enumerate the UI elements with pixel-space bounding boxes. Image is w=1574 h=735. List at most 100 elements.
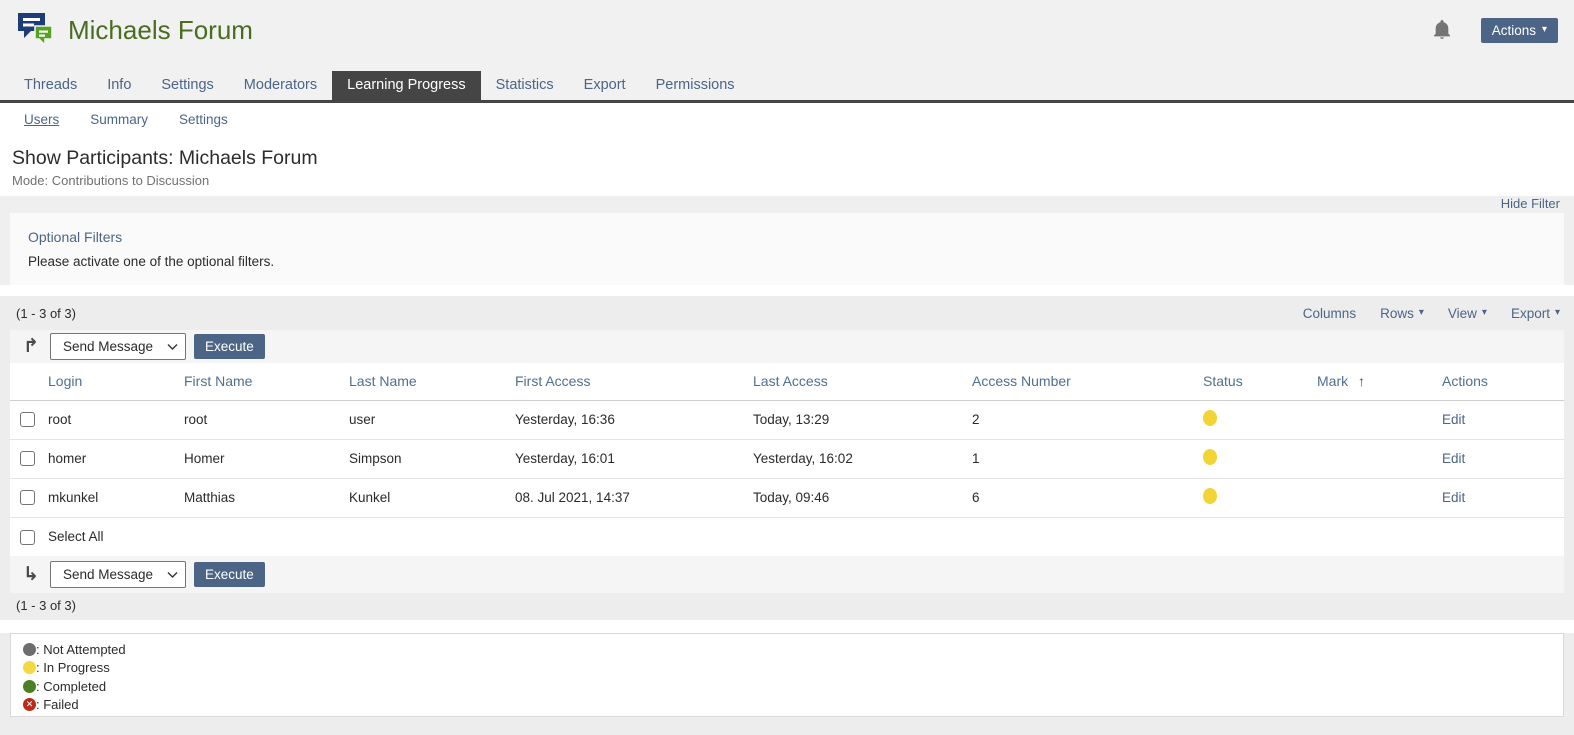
column-header-last-access[interactable]: Last Access [745,363,964,401]
tab-bar: Threads Info Settings Moderators Learnin… [0,60,1574,103]
status-failed-icon: ✕ [23,698,36,712]
column-header-mark[interactable]: Mark ↑ [1309,363,1434,401]
rows-dropdown[interactable]: Rows ▾ [1380,306,1424,321]
actions-button-label: Actions [1491,22,1536,38]
caret-down-icon: ▾ [1418,307,1424,318]
bulk-action-select[interactable]: Send Message [50,333,186,360]
table-row: homer Homer Simpson Yesterday, 16:01 Yes… [10,438,1564,478]
legend-item-in-progress: In Progress [23,659,1563,678]
column-header-first-name[interactable]: First Name [176,363,341,401]
cell-mark [1309,477,1434,517]
filter-panel: Optional Filters Please activate one of … [10,213,1564,285]
cell-access-number: 1 [964,438,1195,478]
status-in-progress-icon [23,661,36,675]
edit-link[interactable]: Edit [1442,490,1466,505]
spacer [0,285,1574,296]
filter-section: Hide Filter Optional Filters Please acti… [0,196,1574,285]
subtab-bar: Users Summary Settings [0,112,1574,127]
export-dropdown[interactable]: Export ▾ [1511,306,1560,321]
actions-button[interactable]: Actions ▾ [1480,17,1558,43]
table-toolbar-top: (1 - 3 of 3) Columns Rows ▾ View ▾ Expor… [0,296,1574,330]
legend-label: In Progress [36,660,109,675]
execute-button-bottom[interactable]: Execute [194,562,265,587]
table-row: root root user Yesterday, 16:36 Today, 1… [10,400,1564,439]
view-dropdown-label: View [1447,305,1477,321]
bulk-action-select-wrap: Send Message [50,333,186,360]
columns-control[interactable]: Columns [1303,306,1356,321]
page-mode-subtitle: Mode: Contributions to Discussion [12,173,210,188]
cell-access-number: 6 [964,477,1195,517]
bulk-action-row-top: ↱ Send Message Execute [10,330,1564,363]
filter-hint-text: Please activate one of the optional filt… [28,254,275,269]
notification-bell-icon[interactable] [1433,20,1451,40]
hide-filter-link[interactable]: Hide Filter [1500,196,1560,211]
cell-first-name: Matthias [176,477,341,517]
cell-status [1195,400,1309,439]
status-in-progress-icon [1203,410,1217,426]
tab-learning-progress[interactable]: Learning Progress [332,71,481,100]
tab-threads[interactable]: Threads [24,77,78,93]
execute-button-top[interactable]: Execute [194,334,265,359]
filter-toggle-row: Hide Filter [0,196,1574,213]
cell-login: mkunkel [40,477,176,517]
edit-link[interactable]: Edit [1442,412,1466,427]
subtab-settings[interactable]: Settings [179,112,228,127]
cell-first-name: Homer [176,438,341,478]
tab-statistics[interactable]: Statistics [495,77,554,93]
legend-label: Failed [36,697,78,712]
edit-link[interactable]: Edit [1442,451,1466,466]
legend-label: Completed [36,679,106,694]
column-header-first-access[interactable]: First Access [507,363,745,401]
tab-settings[interactable]: Settings [161,77,214,93]
row-checkbox[interactable] [20,412,35,428]
columns-control-label: Columns [1302,305,1357,321]
page-header-title: Michaels Forum [68,14,253,45]
participants-table: Login First Name Last Name First Access … [10,363,1564,556]
view-dropdown[interactable]: View ▾ [1448,306,1487,321]
column-header-last-name[interactable]: Last Name [341,363,507,401]
cell-status [1195,438,1309,478]
row-checkbox[interactable] [20,490,35,506]
cell-actions: Edit [1434,477,1564,517]
select-all-checkbox[interactable] [20,529,35,545]
column-header-login[interactable]: Login [40,363,176,401]
tab-permissions[interactable]: Permissions [655,77,735,93]
participants-table-section: (1 - 3 of 3) Columns Rows ▾ View ▾ Expor… [0,296,1574,620]
apply-to-selection-bottom-icon: ↳ [23,564,39,585]
cell-actions: Edit [1434,400,1564,439]
cell-last-name: Simpson [341,438,507,478]
result-counter-bottom: (1 - 3 of 3) [16,598,76,613]
column-header-access-number[interactable]: Access Number [964,363,1195,401]
bulk-action-select-bottom[interactable]: Send Message [50,561,186,588]
subtab-users[interactable]: Users [24,112,60,127]
cell-status [1195,477,1309,517]
table-toolbar-bottom: (1 - 3 of 3) [0,593,1574,620]
bulk-action-row-bottom: ↳ Send Message Execute [10,556,1564,593]
table-row: mkunkel Matthias Kunkel 08. Jul 2021, 14… [10,477,1564,517]
cell-last-access: Yesterday, 16:02 [745,438,964,478]
row-checkbox[interactable] [20,451,35,467]
tab-moderators[interactable]: Moderators [243,77,318,93]
legend-item-not-attempted: Not Attempted [23,640,1563,659]
cell-mark [1309,400,1434,439]
tab-export[interactable]: Export [583,77,626,93]
subtab-summary[interactable]: Summary [90,112,149,127]
cell-first-name: root [184,412,208,427]
cell-last-access: Today, 13:29 [753,412,830,427]
tab-info[interactable]: Info [107,77,132,93]
spacer [0,620,1574,633]
column-header-status[interactable]: Status [1195,363,1309,401]
cell-first-access: 08. Jul 2021, 14:37 [507,477,745,517]
sort-ascending-icon: ↑ [1358,373,1366,390]
legend-label: Not Attempted [36,642,125,657]
page-title: Show Participants: Michaels Forum [12,147,318,169]
optional-filters-link[interactable]: Optional Filters [28,229,123,245]
export-dropdown-label: Export [1510,305,1550,321]
cell-first-access: Yesterday, 16:36 [515,412,615,427]
cell-first-access: Yesterday, 16:01 [507,438,745,478]
legend-item-failed: ✕ Failed [23,696,1563,715]
caret-down-icon: ▾ [1541,24,1547,35]
cell-login: root [48,412,72,427]
column-header-mark-label: Mark [1317,373,1349,390]
status-legend-panel: Not Attempted In Progress Completed ✕ Fa… [10,633,1564,717]
